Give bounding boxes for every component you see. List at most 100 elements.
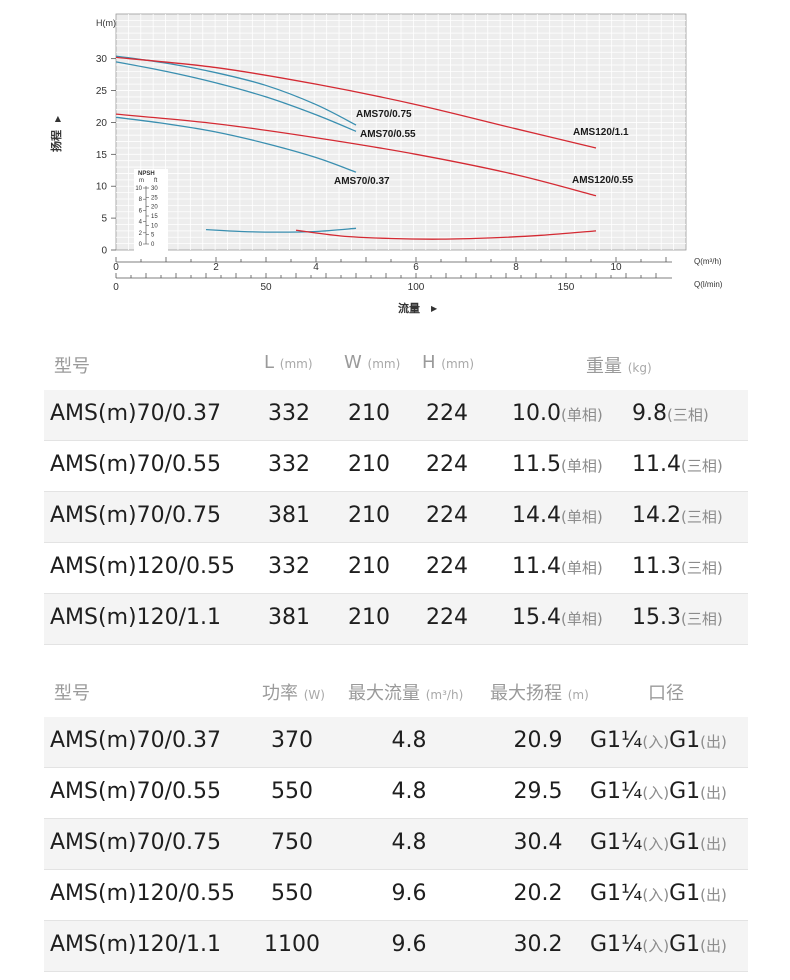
x-tick-label: 6 [413, 262, 419, 273]
cell-weight-three: 15.3(三相) [632, 605, 723, 630]
x-tick-label: 150 [558, 282, 575, 293]
header-max-head: 最大扬程 (m) [490, 683, 589, 704]
npsh-tick-label-m: 10 [135, 186, 142, 192]
npsh-tick-label-m: 0 [139, 242, 143, 248]
npsh-tick-label-ft: 5 [151, 233, 155, 239]
header-weight: 重量 (kg) [586, 356, 652, 377]
cell-height: 224 [426, 503, 468, 528]
table-row: AMS(m)70/0.55 550 4.8 29.5 G1¼(入)G1(出) [44, 768, 748, 819]
x-tick-label: 0 [113, 262, 119, 273]
cell-model: AMS(m)120/1.1 [50, 605, 221, 630]
npsh-tick-label-ft: 15 [151, 214, 158, 220]
npsh-tick-label-ft: 30 [151, 186, 158, 192]
cell-length: 381 [268, 503, 310, 528]
table-row: AMS(m)120/1.1 381 210 224 15.4(单相) 15.3(三相) [44, 594, 748, 645]
cell-height: 224 [426, 452, 468, 477]
header-height: H (mm) [422, 352, 475, 373]
y-tick-label: 10 [96, 182, 108, 193]
x-axis-unit-label: Q(l/min) [694, 280, 723, 289]
header-width: W (mm) [344, 352, 401, 373]
y-tick-label: 20 [96, 118, 108, 129]
head-curve [115, 61, 357, 132]
header-port: 口径 [648, 683, 684, 704]
cell-model: AMS(m)70/0.75 [50, 830, 221, 855]
cell-max-head: 20.9 [513, 728, 563, 753]
npsh-tick-label-ft: 25 [151, 195, 158, 201]
cell-width: 210 [348, 401, 390, 426]
header-model: 型号 [54, 356, 90, 377]
table-row: AMS(m)70/0.55 332 210 224 11.5(单相) 11.4(三相) [44, 441, 748, 492]
series-label: AMS120/1.1 [573, 127, 629, 138]
head-curve [115, 56, 597, 149]
series-label: AMS70/0.37 [334, 176, 390, 187]
cell-width: 210 [348, 452, 390, 477]
cell-model: AMS(m)70/0.37 [50, 728, 221, 753]
head-curve [115, 55, 357, 126]
npsh-tick-label-m: 2 [139, 231, 143, 237]
performance-chart: 0 5 10 15 20 25 30 H(m) 扬程 ▶ 0 2 4 6 8 10 Q(m³/h) 0 50 100 1… [0, 0, 790, 330]
npsh-curve [205, 227, 357, 233]
header-max-flow: 最大流量 (m³/h) [348, 683, 464, 704]
arrow-glyph: ▶ [53, 115, 62, 122]
cell-length: 332 [268, 554, 310, 579]
cell-model: AMS(m)70/0.55 [50, 452, 221, 477]
cell-power: 550 [271, 881, 313, 906]
cell-width: 210 [348, 605, 390, 630]
cell-max-head: 29.5 [513, 779, 563, 804]
x-tick-label: 10 [610, 262, 622, 273]
x-axis-title: 流量 [398, 301, 420, 315]
x-axis-unit-label: Q(m³/h) [694, 257, 722, 266]
x-tick-label: 100 [408, 282, 425, 293]
cell-weight-three: 14.2(三相) [632, 503, 723, 528]
cell-model: AMS(m)70/0.55 [50, 779, 221, 804]
cell-max-flow: 4.8 [391, 728, 427, 753]
y-tick-label: 15 [96, 150, 108, 161]
npsh-tick-label-ft: 20 [151, 205, 158, 211]
cell-max-head: 30.2 [513, 932, 563, 957]
npsh-tick-label-m: 6 [139, 208, 143, 214]
cell-power: 1100 [264, 932, 320, 957]
cell-height: 224 [426, 401, 468, 426]
header-power: 功率 (W) [262, 683, 325, 704]
table-row: AMS(m)120/1.1 1100 9.6 30.2 G1¼(入)G1(出) [44, 921, 748, 972]
specs-table: 型号 功率 (W) 最大流量 (m³/h) 最大扬程 (m) 口径 AMS(m)… [44, 667, 748, 972]
x-tick-label: 50 [260, 282, 272, 293]
table-row: AMS(m)120/0.55 332 210 224 11.4(单相) 11.3(三相) [44, 543, 748, 594]
y-axis-title: 扬程 ▶ [49, 115, 63, 152]
cell-port: G1¼(入)G1(出) [590, 728, 727, 753]
table-header: 型号 L (mm) W (mm) H (mm) 重量 (kg) [44, 340, 748, 390]
head-curve [115, 116, 357, 173]
cell-power: 550 [271, 779, 313, 804]
header-length: L (mm) [264, 352, 313, 373]
x-tick-label: 0 [113, 282, 119, 293]
cell-port: G1¼(入)G1(出) [590, 881, 727, 906]
table-row: AMS(m)70/0.37 332 210 224 10.0(单相) 9.8(三相) [44, 390, 748, 441]
npsh-unit-m: m [139, 178, 144, 184]
series-label: AMS70/0.75 [356, 109, 412, 120]
y-tick-label: 0 [101, 246, 107, 257]
y-tick-label: 5 [101, 214, 107, 225]
cell-weight-three: 11.3(三相) [632, 554, 723, 579]
npsh-tick-label-m: 4 [139, 220, 143, 226]
npsh-box [134, 169, 168, 252]
cell-weight-three: 11.4(三相) [632, 452, 723, 477]
cell-width: 210 [348, 554, 390, 579]
cell-weight-single: 11.4(单相) [512, 554, 603, 579]
cell-weight-single: 10.0(单相) [512, 401, 603, 426]
table-row: AMS(m)70/0.75 750 4.8 30.4 G1¼(入)G1(出) [44, 819, 748, 870]
cell-model: AMS(m)120/0.55 [50, 881, 235, 906]
cell-model: AMS(m)120/0.55 [50, 554, 235, 579]
series-label: AMS120/0.55 [572, 175, 634, 186]
cell-weight-single: 15.4(单相) [512, 605, 603, 630]
cell-max-head: 30.4 [513, 830, 563, 855]
cell-max-flow: 9.6 [391, 932, 427, 957]
cell-max-flow: 4.8 [391, 779, 427, 804]
y-tick-label: 30 [96, 54, 108, 65]
npsh-unit-ft: ft [154, 178, 158, 184]
npsh-tick-label-ft: 0 [151, 242, 155, 248]
x-tick-label: 8 [513, 262, 519, 273]
arrow-glyph: ▶ [431, 304, 438, 313]
y-axis-unit-label: H(m) [96, 18, 116, 28]
cell-length: 332 [268, 401, 310, 426]
